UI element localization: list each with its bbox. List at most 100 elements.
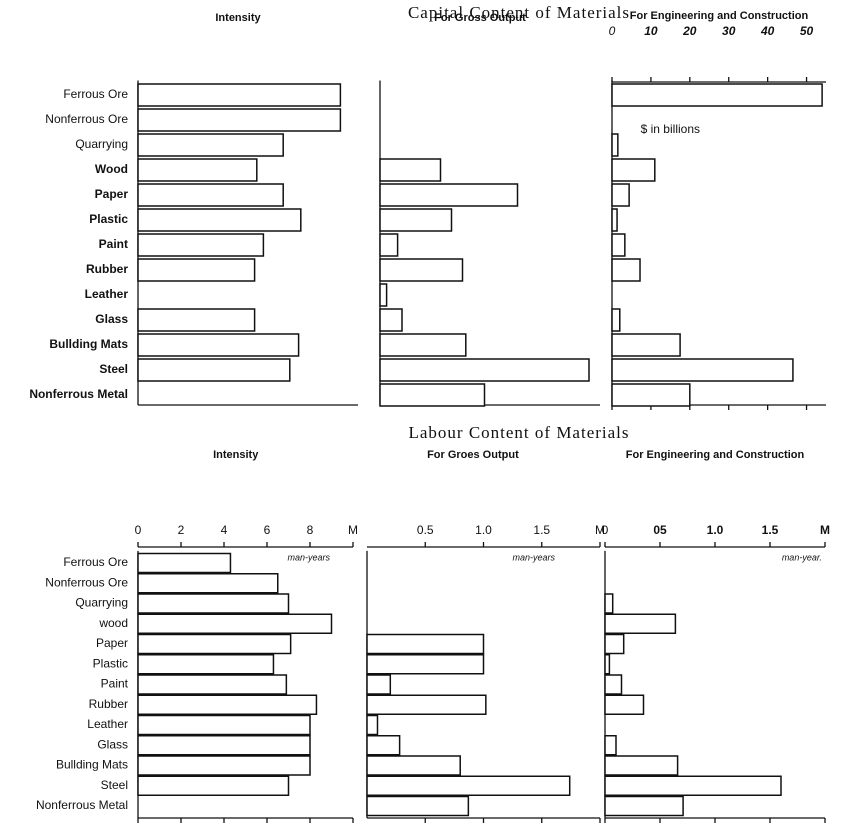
bar — [379, 333, 467, 357]
bar — [611, 308, 621, 332]
bar — [611, 383, 691, 407]
chart-title: Capital Content of Materials — [408, 3, 630, 22]
x-tick-label: 1.5 — [533, 523, 550, 537]
bar — [604, 674, 623, 695]
bar — [137, 735, 311, 756]
category-label: Ferrous Ore — [63, 87, 128, 101]
x-tick-label: 0 — [135, 523, 142, 537]
bar — [137, 552, 232, 574]
bar — [137, 674, 288, 695]
x-tick-label: 0 — [602, 523, 609, 537]
bar — [611, 83, 823, 107]
bar — [379, 258, 464, 282]
bar — [604, 613, 677, 634]
bar — [137, 333, 300, 357]
bar — [137, 694, 318, 715]
category-label: Ferrous Ore — [63, 555, 128, 569]
category-label: Nonferrous Ore — [45, 575, 128, 589]
bar — [366, 654, 485, 675]
bar — [137, 775, 290, 796]
bar — [137, 183, 284, 207]
category-label: Quarrying — [75, 137, 128, 151]
unit-label: man-year. — [782, 552, 822, 562]
x-tick-label: 10 — [644, 24, 658, 38]
bar — [137, 573, 279, 594]
bar — [611, 333, 681, 357]
bar — [611, 183, 630, 207]
bar — [379, 233, 399, 257]
bar — [604, 633, 625, 655]
bar — [137, 83, 342, 107]
panel-title: For Groes Output — [427, 449, 519, 461]
bar — [137, 358, 291, 382]
category-label: Nonferrous Metal — [36, 798, 128, 812]
bar — [604, 775, 782, 796]
bar — [137, 593, 290, 614]
category-label: Paint — [101, 677, 129, 691]
x-tick-label: M — [348, 523, 358, 537]
bar — [604, 593, 614, 614]
bar — [137, 108, 342, 132]
x-tick-label: 8 — [307, 523, 314, 537]
x-tick-label: 2 — [178, 523, 185, 537]
bar — [366, 714, 379, 736]
category-label: Rubber — [86, 262, 128, 276]
x-tick-label: 0 — [609, 24, 616, 38]
category-label: Bullding Mats — [56, 758, 128, 772]
panel-title: For Engineering and Construction — [626, 449, 805, 461]
bar — [604, 694, 645, 715]
bar — [137, 755, 311, 776]
bar — [366, 694, 487, 715]
bar — [604, 654, 611, 675]
bar — [604, 795, 684, 817]
category-label: Nonferrous Metal — [29, 387, 128, 401]
category-label: Paper — [95, 187, 129, 201]
bar — [137, 308, 256, 332]
bar — [379, 383, 486, 407]
bar — [366, 674, 392, 695]
chart-title: Labour Content of Materials — [408, 423, 629, 442]
bar — [379, 183, 519, 207]
x-tick-label: 6 — [264, 523, 271, 537]
x-tick-label: 30 — [722, 24, 736, 38]
bar — [137, 654, 275, 675]
x-tick-label: 1.5 — [762, 523, 779, 537]
bar — [611, 158, 656, 182]
bar — [137, 208, 302, 232]
bar — [611, 133, 619, 157]
unit-label: man-years — [512, 552, 555, 562]
bar — [137, 714, 311, 736]
category-label: wood — [98, 616, 128, 630]
x-tick-label: 20 — [682, 24, 697, 38]
bar — [379, 308, 403, 332]
bar — [604, 735, 617, 756]
x-tick-label: M — [595, 523, 605, 537]
x-tick-label: 05 — [653, 523, 667, 537]
bar — [366, 775, 571, 796]
x-tick-label: 40 — [760, 24, 775, 38]
x-tick-label: 0.5 — [417, 523, 434, 537]
bar — [366, 755, 461, 776]
category-label: Glass — [95, 312, 128, 326]
panel-title: For Engineering and Construction — [630, 10, 809, 22]
bar — [379, 208, 453, 232]
category-label: Steel — [99, 362, 128, 376]
category-label: Leather — [85, 287, 129, 301]
category-label: Rubber — [89, 697, 128, 711]
x-tick-label: M — [820, 523, 830, 537]
category-label: Wood — [95, 162, 128, 176]
x-tick-label: 1.0 — [475, 523, 492, 537]
unit-label: $ in billions — [641, 122, 700, 136]
bar — [379, 283, 388, 307]
bar — [366, 735, 401, 756]
bar — [611, 208, 618, 232]
bar — [366, 795, 470, 817]
bar — [379, 158, 442, 182]
category-label: Glass — [97, 737, 128, 751]
x-tick-label: 1.0 — [707, 523, 724, 537]
bar — [137, 158, 258, 182]
x-tick-label: 50 — [800, 24, 814, 38]
category-label: Bullding Mats — [49, 337, 128, 351]
panel-title: For Gross Output — [434, 12, 526, 24]
